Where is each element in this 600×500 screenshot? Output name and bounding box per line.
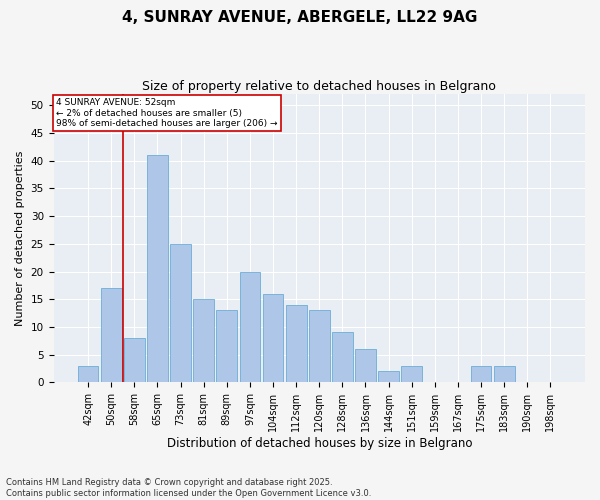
Bar [494, 366, 515, 382]
Bar [309, 310, 329, 382]
Bar [170, 244, 191, 382]
Bar [217, 310, 237, 382]
Bar [263, 294, 283, 382]
X-axis label: Distribution of detached houses by size in Belgrano: Distribution of detached houses by size … [167, 437, 472, 450]
Bar [355, 349, 376, 382]
Y-axis label: Number of detached properties: Number of detached properties [15, 150, 25, 326]
Bar [77, 366, 98, 382]
Bar [101, 288, 122, 382]
Text: Contains HM Land Registry data © Crown copyright and database right 2025.
Contai: Contains HM Land Registry data © Crown c… [6, 478, 371, 498]
Bar [193, 299, 214, 382]
Bar [286, 305, 307, 382]
Bar [239, 272, 260, 382]
Bar [124, 338, 145, 382]
Bar [147, 155, 168, 382]
Bar [470, 366, 491, 382]
Bar [332, 332, 353, 382]
Text: 4, SUNRAY AVENUE, ABERGELE, LL22 9AG: 4, SUNRAY AVENUE, ABERGELE, LL22 9AG [122, 10, 478, 25]
Title: Size of property relative to detached houses in Belgrano: Size of property relative to detached ho… [142, 80, 496, 93]
Text: 4 SUNRAY AVENUE: 52sqm
← 2% of detached houses are smaller (5)
98% of semi-detac: 4 SUNRAY AVENUE: 52sqm ← 2% of detached … [56, 98, 278, 128]
Bar [401, 366, 422, 382]
Bar [378, 372, 399, 382]
